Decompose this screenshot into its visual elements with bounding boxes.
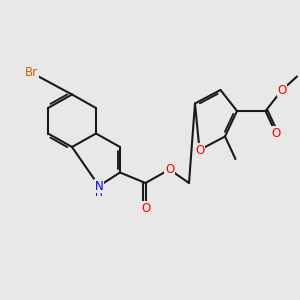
Text: O: O [165, 163, 174, 176]
Text: H: H [95, 188, 103, 199]
Text: O: O [272, 127, 280, 140]
Text: O: O [278, 83, 286, 97]
Text: O: O [141, 202, 150, 215]
Text: Br: Br [25, 65, 38, 79]
Text: N: N [94, 179, 103, 193]
Text: O: O [195, 143, 204, 157]
